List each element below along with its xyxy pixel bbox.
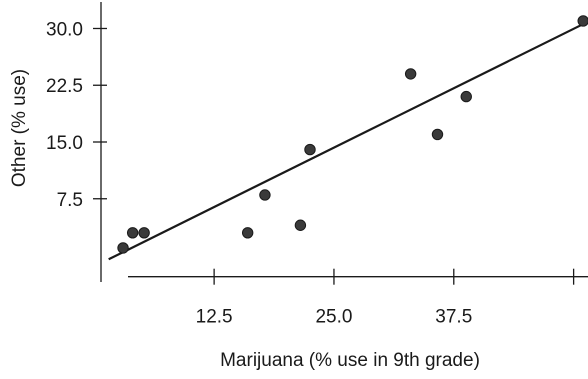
data-point — [431, 128, 444, 141]
x-tick-label: 37.5 — [435, 307, 472, 328]
regression-line — [108, 20, 588, 261]
x-tick-label: 25.0 — [315, 307, 352, 328]
y-tick-label: 15.0 — [46, 133, 83, 154]
ticks-group: 12.5 25.0 37.5 7.5 15.0 22.5 30.0 — [46, 19, 575, 328]
fit-line-group — [108, 20, 588, 261]
data-point — [126, 227, 139, 239]
data-point — [241, 227, 254, 239]
y-tick-label: 7.5 — [57, 190, 83, 211]
data-point — [577, 15, 588, 27]
x-axis-title: Marijuana (% use in 9th grade) — [220, 350, 480, 371]
data-point — [404, 68, 417, 80]
data-point — [138, 227, 150, 239]
y-tick-label: 22.5 — [46, 76, 83, 97]
data-point — [259, 189, 271, 201]
x-tick-label: 12.5 — [196, 307, 233, 328]
y-axis-title: Other (% use) — [9, 69, 30, 187]
data-point — [304, 143, 316, 156]
data-point — [460, 90, 472, 103]
data-point — [294, 219, 307, 231]
data-point — [117, 242, 129, 254]
points-group — [117, 15, 588, 254]
y-tick-label: 30.0 — [46, 19, 83, 40]
